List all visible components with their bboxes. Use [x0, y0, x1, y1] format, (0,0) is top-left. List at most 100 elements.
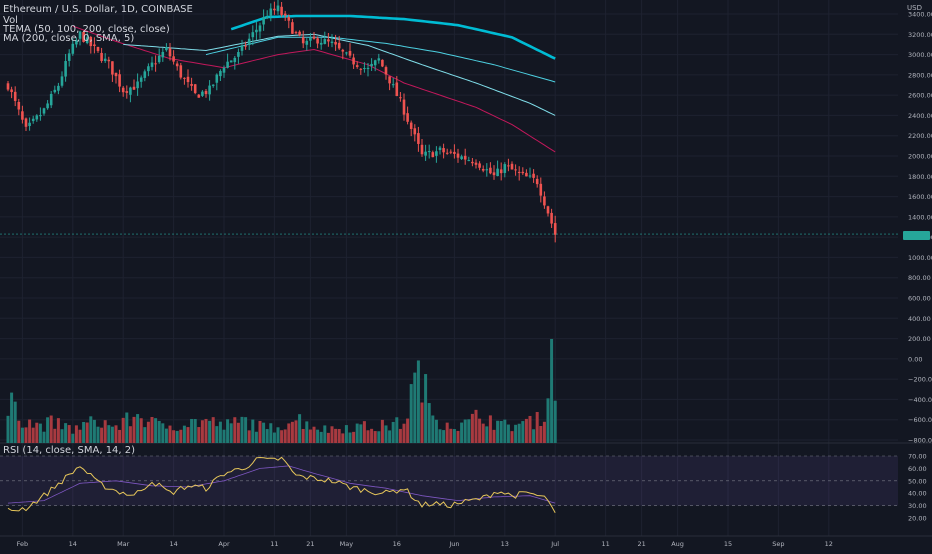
candle-body[interactable] [507, 165, 510, 167]
candle-body[interactable] [449, 151, 453, 153]
candle-body[interactable] [132, 86, 136, 90]
candle-body[interactable] [492, 172, 496, 176]
candle-body[interactable] [330, 41, 334, 44]
candle-body[interactable] [157, 55, 161, 63]
candle-body[interactable] [553, 223, 557, 235]
candle-body[interactable] [438, 147, 442, 150]
candle-body[interactable] [316, 38, 319, 44]
candle-body[interactable] [319, 42, 323, 45]
candle-body[interactable] [370, 63, 373, 67]
candle-body[interactable] [172, 56, 175, 62]
candle-body[interactable] [388, 76, 391, 84]
candle-body[interactable] [521, 171, 525, 174]
candle-body[interactable] [107, 59, 111, 62]
candle-body[interactable] [363, 68, 366, 70]
candle-body[interactable] [323, 39, 327, 44]
candle-body[interactable] [111, 61, 114, 75]
candle-body[interactable] [391, 84, 395, 86]
candle-body[interactable] [85, 37, 89, 44]
candle-body[interactable] [244, 45, 247, 47]
candle-body[interactable] [532, 173, 535, 178]
candle-body[interactable] [301, 37, 305, 44]
candle-body[interactable] [251, 32, 255, 38]
candle-body[interactable] [201, 91, 204, 96]
candle-body[interactable] [460, 156, 463, 160]
candle-body[interactable] [31, 118, 35, 122]
candle-body[interactable] [287, 16, 291, 21]
candle-body[interactable] [53, 89, 57, 93]
candle-body[interactable] [305, 40, 309, 45]
ma-legend[interactable]: MA (200, close, 0, SMA, 5) [3, 33, 135, 44]
candle-body[interactable] [546, 206, 550, 214]
candle-body[interactable] [399, 97, 402, 99]
candle-body[interactable] [204, 90, 208, 95]
candle-body[interactable] [215, 74, 219, 83]
candle-body[interactable] [409, 122, 413, 129]
candle-body[interactable] [262, 17, 265, 25]
candle-body[interactable] [550, 212, 553, 224]
candle-body[interactable] [381, 59, 384, 67]
candle-body[interactable] [269, 8, 273, 16]
candle-body[interactable] [525, 172, 528, 177]
candle-body[interactable] [75, 40, 78, 45]
candle-body[interactable] [6, 83, 10, 90]
candle-body[interactable] [190, 83, 193, 86]
candle-body[interactable] [499, 169, 503, 174]
candle-body[interactable] [359, 68, 363, 70]
candle-body[interactable] [71, 43, 75, 54]
candle-body[interactable] [78, 31, 82, 39]
candle-body[interactable] [341, 49, 345, 52]
candle-body[interactable] [139, 77, 143, 82]
candle-body[interactable] [60, 76, 64, 86]
candle-body[interactable] [309, 37, 312, 41]
candle-body[interactable] [474, 162, 478, 165]
candle-body[interactable] [240, 45, 244, 51]
candle-body[interactable] [467, 160, 471, 162]
candle-body[interactable] [535, 178, 539, 185]
candle-body[interactable] [510, 163, 514, 170]
candle-body[interactable] [154, 63, 157, 65]
time-axis[interactable]: Feb 14 Mar 14 Apr 11 21 May 16 Jun 13 Jul 11 21 Aug 15 S… [17, 540, 833, 548]
candle-body[interactable] [417, 133, 420, 144]
candle-body[interactable] [485, 169, 489, 171]
candle-body[interactable] [427, 151, 431, 153]
candle-body[interactable] [366, 67, 370, 69]
rsi-axis[interactable]: 70.00 60.00 50.00 40.00 30.00 20.00 [908, 453, 927, 523]
candle-body[interactable] [64, 61, 67, 77]
candle-body[interactable] [82, 31, 85, 42]
candle-body[interactable] [165, 47, 168, 51]
candle-body[interactable] [46, 103, 49, 109]
candle-body[interactable] [103, 58, 107, 62]
candle-body[interactable] [183, 77, 186, 79]
candle-body[interactable] [186, 76, 190, 83]
candle-body[interactable] [539, 183, 543, 196]
candle-layer[interactable] [0, 0, 898, 243]
candle-body[interactable] [136, 81, 139, 89]
candle-body[interactable] [273, 8, 276, 11]
candle-body[interactable] [39, 115, 42, 117]
tema-legend[interactable]: TEMA (50, 100, 200, close, close) [3, 24, 170, 35]
volume-legend[interactable]: Vol [3, 15, 18, 26]
candle-body[interactable] [413, 128, 417, 135]
candle-body[interactable] [161, 51, 165, 58]
candle-body[interactable] [57, 85, 60, 91]
candle-body[interactable] [489, 167, 492, 174]
candle-body[interactable] [147, 66, 150, 72]
candle-body[interactable] [471, 161, 474, 164]
candle-body[interactable] [226, 61, 229, 68]
candle-body[interactable] [125, 91, 129, 93]
candle-body[interactable] [291, 22, 294, 34]
candle-body[interactable] [514, 169, 517, 171]
candle-body[interactable] [312, 36, 316, 39]
candle-body[interactable] [298, 31, 301, 36]
candle-body[interactable] [121, 87, 125, 93]
candle-body[interactable] [442, 148, 445, 153]
candle-body[interactable] [373, 60, 377, 66]
candle-body[interactable] [100, 52, 103, 61]
candle-body[interactable] [96, 46, 100, 51]
candle-body[interactable] [280, 6, 283, 15]
candle-body[interactable] [283, 13, 287, 16]
candle-body[interactable] [481, 168, 485, 171]
candle-body[interactable] [345, 52, 348, 54]
